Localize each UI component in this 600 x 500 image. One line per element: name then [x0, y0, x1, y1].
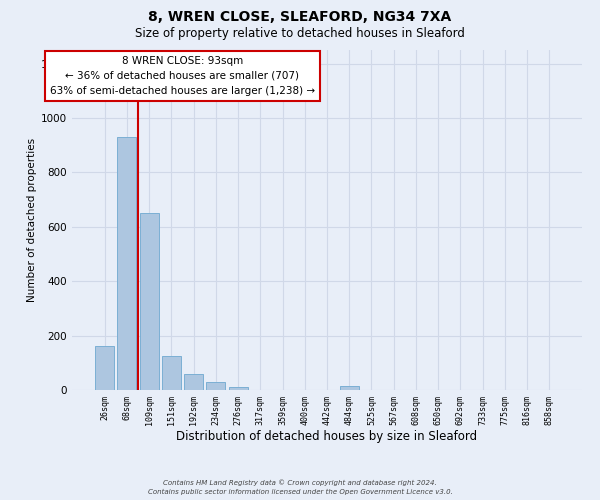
Text: Contains HM Land Registry data © Crown copyright and database right 2024.
Contai: Contains HM Land Registry data © Crown c…	[148, 480, 452, 495]
Text: 8, WREN CLOSE, SLEAFORD, NG34 7XA: 8, WREN CLOSE, SLEAFORD, NG34 7XA	[148, 10, 452, 24]
Bar	[95, 346, 114, 390]
Y-axis label: Number of detached properties: Number of detached properties	[27, 138, 37, 302]
Bar	[340, 386, 359, 390]
Text: 8 WREN CLOSE: 93sqm
← 36% of detached houses are smaller (707)
63% of semi-detac: 8 WREN CLOSE: 93sqm ← 36% of detached ho…	[50, 56, 315, 96]
Bar	[229, 386, 248, 390]
Bar	[206, 382, 225, 390]
Text: Size of property relative to detached houses in Sleaford: Size of property relative to detached ho…	[135, 28, 465, 40]
Bar	[184, 374, 203, 390]
Bar	[140, 213, 158, 390]
X-axis label: Distribution of detached houses by size in Sleaford: Distribution of detached houses by size …	[176, 430, 478, 444]
Bar	[118, 137, 136, 390]
Bar	[162, 356, 181, 390]
